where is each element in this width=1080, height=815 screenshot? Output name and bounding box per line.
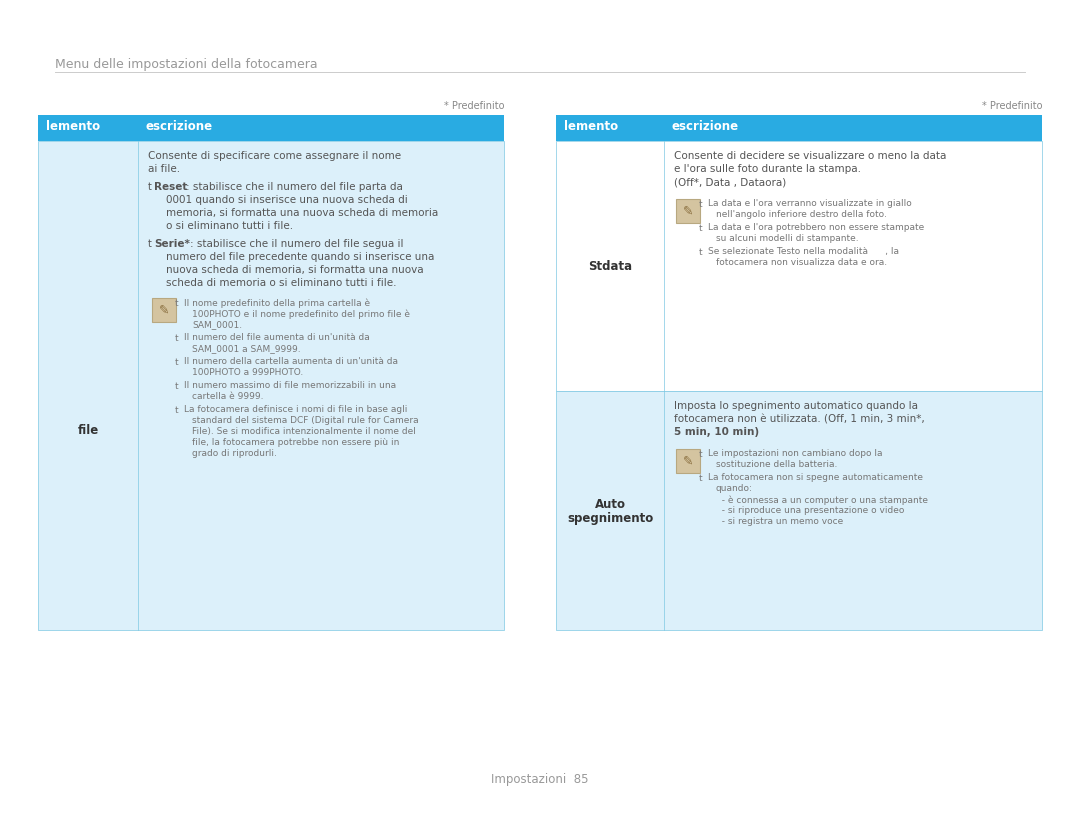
Text: numero del file precedente quando si inserisce una: numero del file precedente quando si ins… [166, 252, 434, 262]
Text: t: t [175, 406, 178, 415]
Text: 5 min, 10 min): 5 min, 10 min) [674, 427, 759, 437]
Text: o si eliminano tutti i file.: o si eliminano tutti i file. [166, 221, 293, 231]
Text: File). Se si modifica intenzionalmente il nome del: File). Se si modifica intenzionalmente i… [192, 427, 416, 436]
Text: t: t [175, 358, 178, 367]
Bar [38, 115, 504, 141]
Text: 100PHOTO e il nome predefinito del primo file è: 100PHOTO e il nome predefinito del primo… [192, 309, 410, 319]
Text: t: t [699, 248, 703, 257]
Text: file: file [78, 424, 98, 437]
Text: t: t [148, 239, 152, 249]
Text: La data e l'ora verranno visualizzate in giallo: La data e l'ora verranno visualizzate in… [708, 199, 912, 208]
Text: t: t [699, 200, 703, 209]
Text: quando:: quando: [716, 484, 753, 493]
Text: * Predefinito: * Predefinito [444, 101, 504, 111]
Text: Il numero massimo di file memorizzabili in una: Il numero massimo di file memorizzabili … [184, 381, 396, 390]
Bar [556, 141, 1042, 391]
Text: memoria, si formatta una nuova scheda di memoria: memoria, si formatta una nuova scheda di… [166, 208, 438, 218]
Text: Consente di decidere se visualizzare o meno la data: Consente di decidere se visualizzare o m… [674, 151, 946, 161]
Text: La fotocamera non si spegne automaticamente: La fotocamera non si spegne automaticame… [708, 473, 923, 482]
Text: ✎: ✎ [683, 205, 693, 218]
Text: e l'ora sulle foto durante la stampa.: e l'ora sulle foto durante la stampa. [674, 164, 861, 174]
Text: sostituzione della batteria.: sostituzione della batteria. [716, 460, 837, 469]
Text: (Off*, Data , Dataora): (Off*, Data , Dataora) [674, 177, 786, 187]
Text: ✎: ✎ [683, 455, 693, 468]
Text: lemento: lemento [46, 120, 100, 133]
Bar [676, 199, 700, 223]
Text: Imposta lo spegnimento automatico quando la: Imposta lo spegnimento automatico quando… [674, 401, 918, 411]
Text: Le impostazioni non cambiano dopo la: Le impostazioni non cambiano dopo la [708, 449, 882, 458]
Bar [676, 449, 700, 473]
Text: nuova scheda di memoria, si formatta una nuova: nuova scheda di memoria, si formatta una… [166, 265, 423, 275]
Text: file, la fotocamera potrebbe non essere più in: file, la fotocamera potrebbe non essere … [192, 438, 400, 447]
Text: SAM_0001 a SAM_9999.: SAM_0001 a SAM_9999. [192, 344, 300, 353]
Text: Il nome predefinito della prima cartella è: Il nome predefinito della prima cartella… [184, 298, 370, 307]
Text: Auto: Auto [594, 498, 625, 511]
Text: t: t [175, 334, 178, 343]
Text: Stdata: Stdata [588, 259, 632, 272]
Text: t: t [175, 382, 178, 391]
Text: : stabilisce che il numero del file segua il: : stabilisce che il numero del file segu… [190, 239, 404, 249]
Text: Menu delle impostazioni della fotocamera: Menu delle impostazioni della fotocamera [55, 58, 318, 71]
Text: ✎: ✎ [159, 303, 170, 316]
Text: scheda di memoria o si eliminano tutti i file.: scheda di memoria o si eliminano tutti i… [166, 278, 396, 288]
Text: Consente di specificare come assegnare il nome: Consente di specificare come assegnare i… [148, 151, 401, 161]
Text: Serie*: Serie* [154, 239, 190, 249]
Text: fotocamera non è utilizzata. (Off, 1 min, 3 min*,: fotocamera non è utilizzata. (Off, 1 min… [674, 414, 924, 424]
Text: Reset: Reset [154, 182, 187, 192]
Text: La fotocamera definisce i nomi di file in base agli: La fotocamera definisce i nomi di file i… [184, 405, 407, 414]
Text: escrizione: escrizione [146, 120, 213, 133]
Text: fotocamera non visualizza data e ora.: fotocamera non visualizza data e ora. [716, 258, 887, 267]
Text: t: t [699, 474, 703, 483]
Text: t: t [148, 182, 152, 192]
Text: t: t [175, 299, 178, 308]
Text: Il numero del file aumenta di un'unità da: Il numero del file aumenta di un'unità d… [184, 333, 369, 342]
Text: Impostazioni  85: Impostazioni 85 [491, 773, 589, 786]
Text: Se selezionate Testo nella modalità      , la: Se selezionate Testo nella modalità , la [708, 247, 899, 256]
Text: spegnimento: spegnimento [567, 512, 653, 525]
Text: ai file.: ai file. [148, 164, 180, 174]
Text: Il numero della cartella aumenta di un'unità da: Il numero della cartella aumenta di un'u… [184, 357, 399, 366]
Text: - si registra un memo voce: - si registra un memo voce [716, 517, 843, 526]
Text: t: t [699, 450, 703, 459]
Text: lemento: lemento [564, 120, 618, 133]
Text: 100PHOTO a 999PHOTO.: 100PHOTO a 999PHOTO. [192, 368, 303, 377]
Text: su alcuni modelli di stampante.: su alcuni modelli di stampante. [716, 234, 859, 243]
Text: La data e l'ora potrebbero non essere stampate: La data e l'ora potrebbero non essere st… [708, 223, 924, 232]
Text: escrizione: escrizione [672, 120, 739, 133]
Text: : stabilisce che il numero del file parta da: : stabilisce che il numero del file part… [186, 182, 403, 192]
Bar [556, 115, 1042, 141]
Text: SAM_0001.: SAM_0001. [192, 320, 242, 329]
Text: t: t [699, 224, 703, 233]
Text: * Predefinito: * Predefinito [982, 101, 1042, 111]
Bar [152, 298, 176, 322]
Text: grado di riprodurli.: grado di riprodurli. [192, 449, 276, 458]
Text: nell'angolo inferiore destro della foto.: nell'angolo inferiore destro della foto. [716, 210, 887, 219]
Text: standard del sistema DCF (Digital rule for Camera: standard del sistema DCF (Digital rule f… [192, 416, 419, 425]
Text: 0001 quando si inserisce una nuova scheda di: 0001 quando si inserisce una nuova sched… [166, 195, 408, 205]
Text: cartella è 9999.: cartella è 9999. [192, 392, 264, 401]
Bar [38, 141, 504, 630]
Bar [556, 391, 1042, 630]
Text: - si riproduce una presentazione o video: - si riproduce una presentazione o video [716, 506, 904, 515]
Text: - è connessa a un computer o una stampante: - è connessa a un computer o una stampan… [716, 495, 928, 504]
